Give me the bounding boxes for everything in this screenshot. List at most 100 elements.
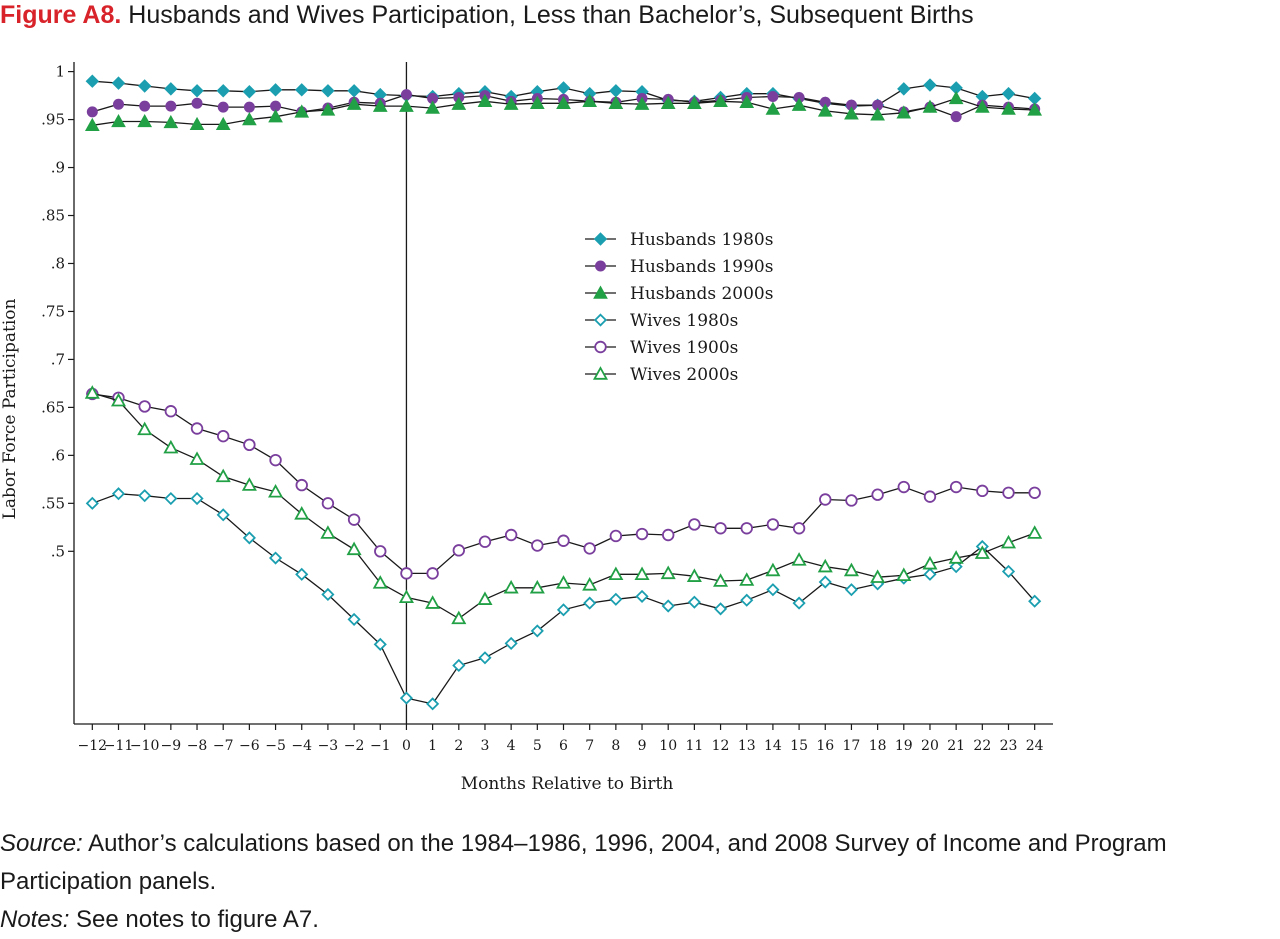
data-point [137,79,152,93]
data-point [426,697,440,711]
data-point [556,95,571,109]
data-point [191,97,203,109]
data-point [164,405,178,418]
data-point [765,101,781,115]
data-point [452,544,465,557]
legend-label: Wives 1980s [630,311,738,331]
data-point [268,83,283,97]
x-tick-label: −7 [213,738,234,754]
notes-label: Notes: [0,906,70,933]
legend: Husbands 1980s Husbands 1990s Husbands 200… [585,230,773,385]
data-point [819,493,832,506]
data-point [843,562,859,577]
data-point [137,113,153,128]
data-point [164,82,178,96]
series-4 [86,387,1041,580]
data-point [845,494,858,507]
x-tick-label: 13 [738,738,756,754]
data-point [400,89,412,101]
data-point [897,82,911,96]
data-point [844,583,859,597]
series-layer [84,74,1043,711]
data-point [503,579,519,594]
data-point [478,535,492,548]
figure-title-text: Husbands and Wives Participation, Less t… [128,1,974,29]
data-point [949,560,963,574]
data-point [713,93,728,108]
data-point [111,113,126,128]
data-point [163,439,179,454]
x-tick-label: 19 [895,738,913,754]
x-tick-label: 4 [507,738,516,754]
data-point [110,392,127,407]
x-tick-label: 21 [947,738,965,754]
data-point [923,567,937,581]
data-point [346,96,362,110]
y-tick-label: .95 [41,111,65,129]
data-point [451,96,467,110]
y-tick-label: .9 [51,159,65,177]
data-point [1027,525,1043,539]
y-tick-label: .5 [51,542,65,560]
data-point [242,531,256,545]
data-point [687,595,701,609]
data-point [1028,594,1042,608]
data-point [503,96,519,110]
data-point [871,488,884,501]
data-point [111,76,126,90]
data-point [216,84,230,98]
data-point [531,539,544,552]
data-point [138,400,151,413]
y-tick-label: .7 [51,350,65,368]
data-point [399,691,414,705]
x-tick-label: −9 [161,738,182,754]
data-point [373,637,387,651]
data-point [767,91,779,103]
data-point [216,508,230,522]
data-point [634,566,650,581]
data-point [923,78,937,92]
data-point [189,116,205,131]
data-point [740,522,753,535]
x-tick-label: 6 [559,738,568,754]
x-tick-label: −11 [104,738,134,754]
data-point [660,95,676,109]
data-point [817,558,833,573]
data-point [217,429,230,443]
data-point [321,497,335,510]
data-point [1001,101,1016,115]
y-tick-label: .55 [41,494,65,512]
x-tick-label: −6 [239,738,260,754]
data-point [1002,486,1015,499]
data-point [740,593,754,607]
legend-label: Husbands 1990s [630,257,773,277]
data-point [164,491,178,506]
data-point [400,567,413,580]
data-point [347,84,361,98]
data-point [818,575,832,589]
data-point [504,528,518,542]
data-point [399,98,414,112]
data-point [608,95,624,109]
x-tick-label: 18 [869,738,887,754]
data-point [948,90,964,105]
legend-marker [595,260,606,272]
data-point [792,522,806,535]
data-point [321,84,335,98]
data-point [662,528,675,542]
data-point [269,453,282,467]
data-point [950,111,962,123]
x-tick-label: 11 [685,738,703,754]
y-axis-title: Labor Force Participation [0,298,20,519]
data-point [1000,534,1017,549]
x-tick-label: 14 [764,738,782,754]
data-point [582,93,598,108]
data-point [398,589,414,604]
data-point [189,451,205,465]
x-tick-label: 1 [428,738,437,754]
figure-label: Figure A8. [0,1,122,29]
data-point [609,529,623,543]
data-point [347,513,361,526]
data-point [1001,86,1016,101]
data-point [766,518,780,531]
